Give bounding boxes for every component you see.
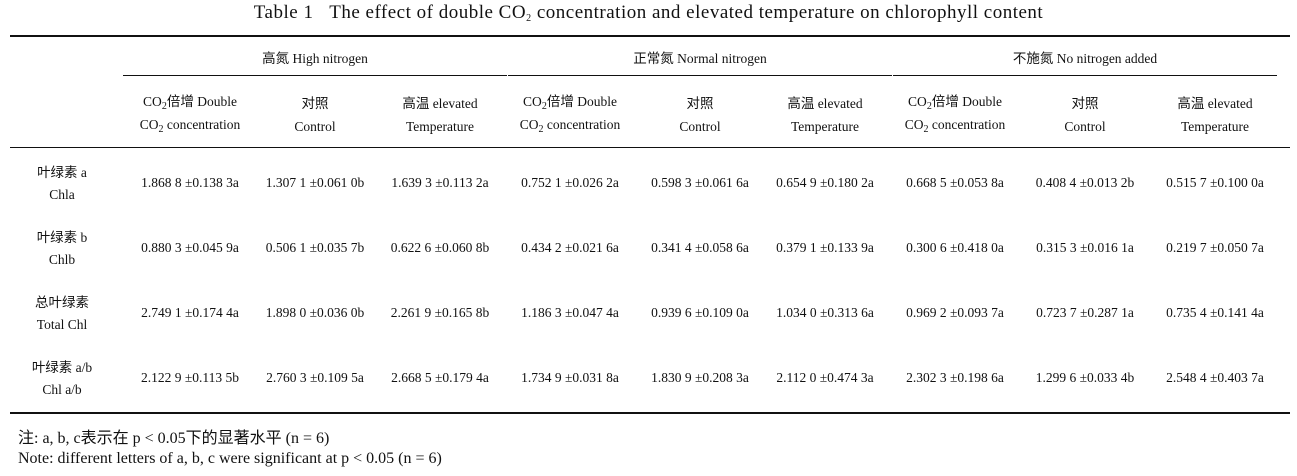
group-header: 不施氮 No nitrogen added [1012, 51, 1158, 66]
group-underline [508, 75, 892, 76]
table-cell: 0.723 7 ±0.287 1a [1036, 305, 1134, 320]
table-cell: 1.868 8 ±0.138 3a [141, 175, 239, 190]
table-cell: 2.668 5 ±0.179 4a [391, 370, 489, 385]
table-cell: 2.302 3 ±0.198 6a [906, 370, 1004, 385]
subheader-line2: Control [679, 119, 721, 134]
table-cell: 0.654 9 ±0.180 2a [776, 175, 874, 190]
subheader-line1: CO2倍增 Double [523, 94, 617, 112]
row-label-en: Total Chl [36, 317, 88, 332]
table-title: Table 1 The effect of double CO2 concent… [253, 2, 1044, 24]
group-header: 正常氮 Normal nitrogen [633, 51, 767, 66]
bottom-rule [10, 412, 1290, 414]
top-rule [10, 35, 1290, 37]
table-cell: 0.300 6 ±0.418 0a [906, 240, 1004, 255]
row-label-en: Chl a/b [42, 382, 82, 397]
table-cell: 2.112 0 ±0.474 3a [776, 370, 874, 385]
table-cell: 0.969 2 ±0.093 7a [906, 305, 1004, 320]
group-header: 高氮 High nitrogen [262, 51, 368, 66]
subheader-line1: 对照 [301, 96, 329, 111]
table-cell: 2.749 1 ±0.174 4a [141, 305, 239, 320]
row-label-en: Chla [49, 187, 75, 202]
subheader-line2: CO2 concentration [519, 117, 621, 135]
table-cell: 1.639 3 ±0.113 2a [391, 175, 489, 190]
table-cell: 0.668 5 ±0.053 8a [906, 175, 1004, 190]
subheader-line1: CO2倍增 Double [143, 94, 237, 112]
subheader-line1: 对照 [686, 96, 714, 111]
table-cell: 0.434 2 ±0.021 6a [521, 240, 619, 255]
table-cell: 1.734 9 ±0.031 8a [521, 370, 619, 385]
table-cell: 2.548 4 ±0.403 7a [1166, 370, 1264, 385]
group-underline [123, 75, 507, 76]
table-cell: 2.261 9 ±0.165 8b [390, 305, 490, 320]
row-label-zh: 总叶绿素 [35, 295, 89, 310]
table-cell: 0.515 7 ±0.100 0a [1166, 175, 1264, 190]
row-label-zh: 叶绿素 a/b [31, 360, 93, 375]
table-cell: 1.898 0 ±0.036 0b [265, 305, 365, 320]
row-label-zh: 叶绿素 a [37, 165, 87, 180]
subheader-line2: Control [294, 119, 336, 134]
subheader-line2: CO2 concentration [904, 117, 1006, 135]
table-cell: 0.506 1 ±0.035 7b [265, 240, 365, 255]
table-cell: 0.315 3 ±0.016 1a [1036, 240, 1134, 255]
row-label-zh: 叶绿素 b [36, 230, 88, 245]
table-cell: 0.735 4 ±0.141 4a [1166, 305, 1264, 320]
table-cell: 0.408 4 ±0.013 2b [1035, 175, 1135, 190]
subheader-line2: Temperature [1180, 119, 1250, 134]
subheader-line1: 对照 [1071, 96, 1099, 111]
subheader-line1: 高温 elevated [787, 96, 863, 111]
table-cell: 0.880 3 ±0.045 9a [141, 240, 239, 255]
subheader-line2: CO2 concentration [139, 117, 241, 135]
table-cell: 0.752 1 ±0.026 2a [521, 175, 619, 190]
group-underline [893, 75, 1277, 76]
subheader-line2: Control [1064, 119, 1106, 134]
note-english: Note: different letters of a, b, c were … [18, 450, 442, 467]
table-cell: 0.341 4 ±0.058 6a [651, 240, 749, 255]
table-cell: 2.760 3 ±0.109 5a [266, 370, 364, 385]
table-cell: 0.939 6 ±0.109 0a [651, 305, 749, 320]
table-cell: 1.830 9 ±0.208 3a [651, 370, 749, 385]
row-label-en: Chlb [48, 252, 76, 267]
subheader-line1: 高温 elevated [1177, 96, 1253, 111]
table-cell: 2.122 9 ±0.113 5b [140, 370, 240, 385]
subheader-line1: CO2倍增 Double [908, 94, 1002, 112]
table-cell: 1.299 6 ±0.033 4b [1035, 370, 1135, 385]
header-rule [10, 147, 1290, 148]
subheader-line2: Temperature [790, 119, 860, 134]
subheader-line2: Temperature [405, 119, 475, 134]
table-cell: 0.379 1 ±0.133 9a [776, 240, 874, 255]
table-cell: 0.622 6 ±0.060 8b [390, 240, 490, 255]
table-cell: 0.598 3 ±0.061 6a [651, 175, 749, 190]
table-cell: 1.034 0 ±0.313 6a [776, 305, 874, 320]
subheader-line1: 高温 elevated [402, 96, 478, 111]
table-cell: 1.186 3 ±0.047 4a [521, 305, 619, 320]
table-cell: 0.219 7 ±0.050 7a [1166, 240, 1264, 255]
note-chinese: 注: a, b, c表示在 p < 0.05下的显著水平 (n = 6) [18, 430, 330, 447]
table-cell: 1.307 1 ±0.061 0b [265, 175, 365, 190]
